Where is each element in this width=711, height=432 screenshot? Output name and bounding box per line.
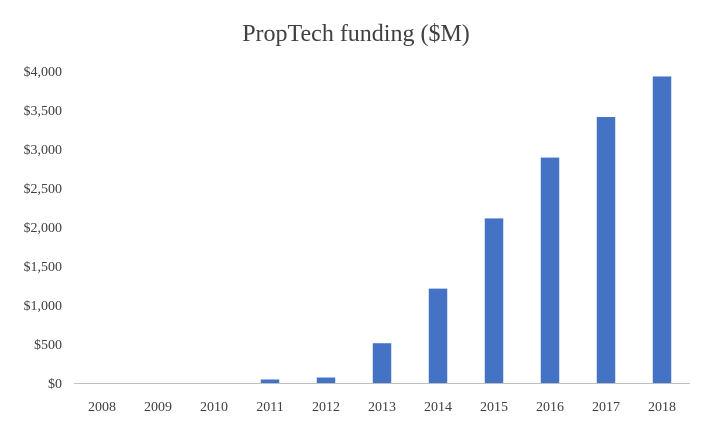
y-tick-label: $500 [34,338,62,353]
x-tick-label: 2009 [144,400,172,415]
bar-2011 [260,379,280,383]
x-tick-label: 2018 [648,400,676,415]
x-tick-label: 2016 [536,400,564,415]
bar-2018 [652,76,672,384]
x-tick-label: 2015 [480,400,508,415]
bar-series [260,76,672,384]
bar-2017 [596,117,616,384]
y-tick-label: $2,500 [24,182,63,197]
bar-2016 [540,157,560,383]
bar-2014 [428,288,448,383]
y-tick-label: $1,500 [24,260,63,275]
x-tick-label: 2013 [368,400,396,415]
bar-2015 [484,218,504,383]
x-tick-label: 2012 [312,400,340,415]
y-tick-label: $3,000 [24,143,63,158]
y-tick-label: $1,000 [24,299,63,314]
bar-2013 [372,343,392,383]
x-tick-label: 2008 [88,400,116,415]
y-tick-label: $0 [48,377,62,392]
x-tick-label: 2017 [592,400,620,415]
y-axis-tick-labels: $0 $500 $1,000 $1,500 $2,000 $2,500 $3,000 $3,5… [24,65,63,392]
y-tick-label: $4,000 [24,65,63,80]
y-tick-label: $2,000 [24,221,63,236]
x-tick-label: 2010 [200,400,228,415]
x-axis-tick-labels: 2008 2009 2010 2011 2012 2013 2014 2015 2016 2017… [88,400,676,415]
bar-2012 [316,377,336,383]
y-tick-label: $3,500 [24,104,63,119]
x-tick-label: 2014 [424,400,452,415]
x-tick-label: 2011 [256,400,283,415]
chart-title: PropTech funding ($M) [242,21,470,47]
